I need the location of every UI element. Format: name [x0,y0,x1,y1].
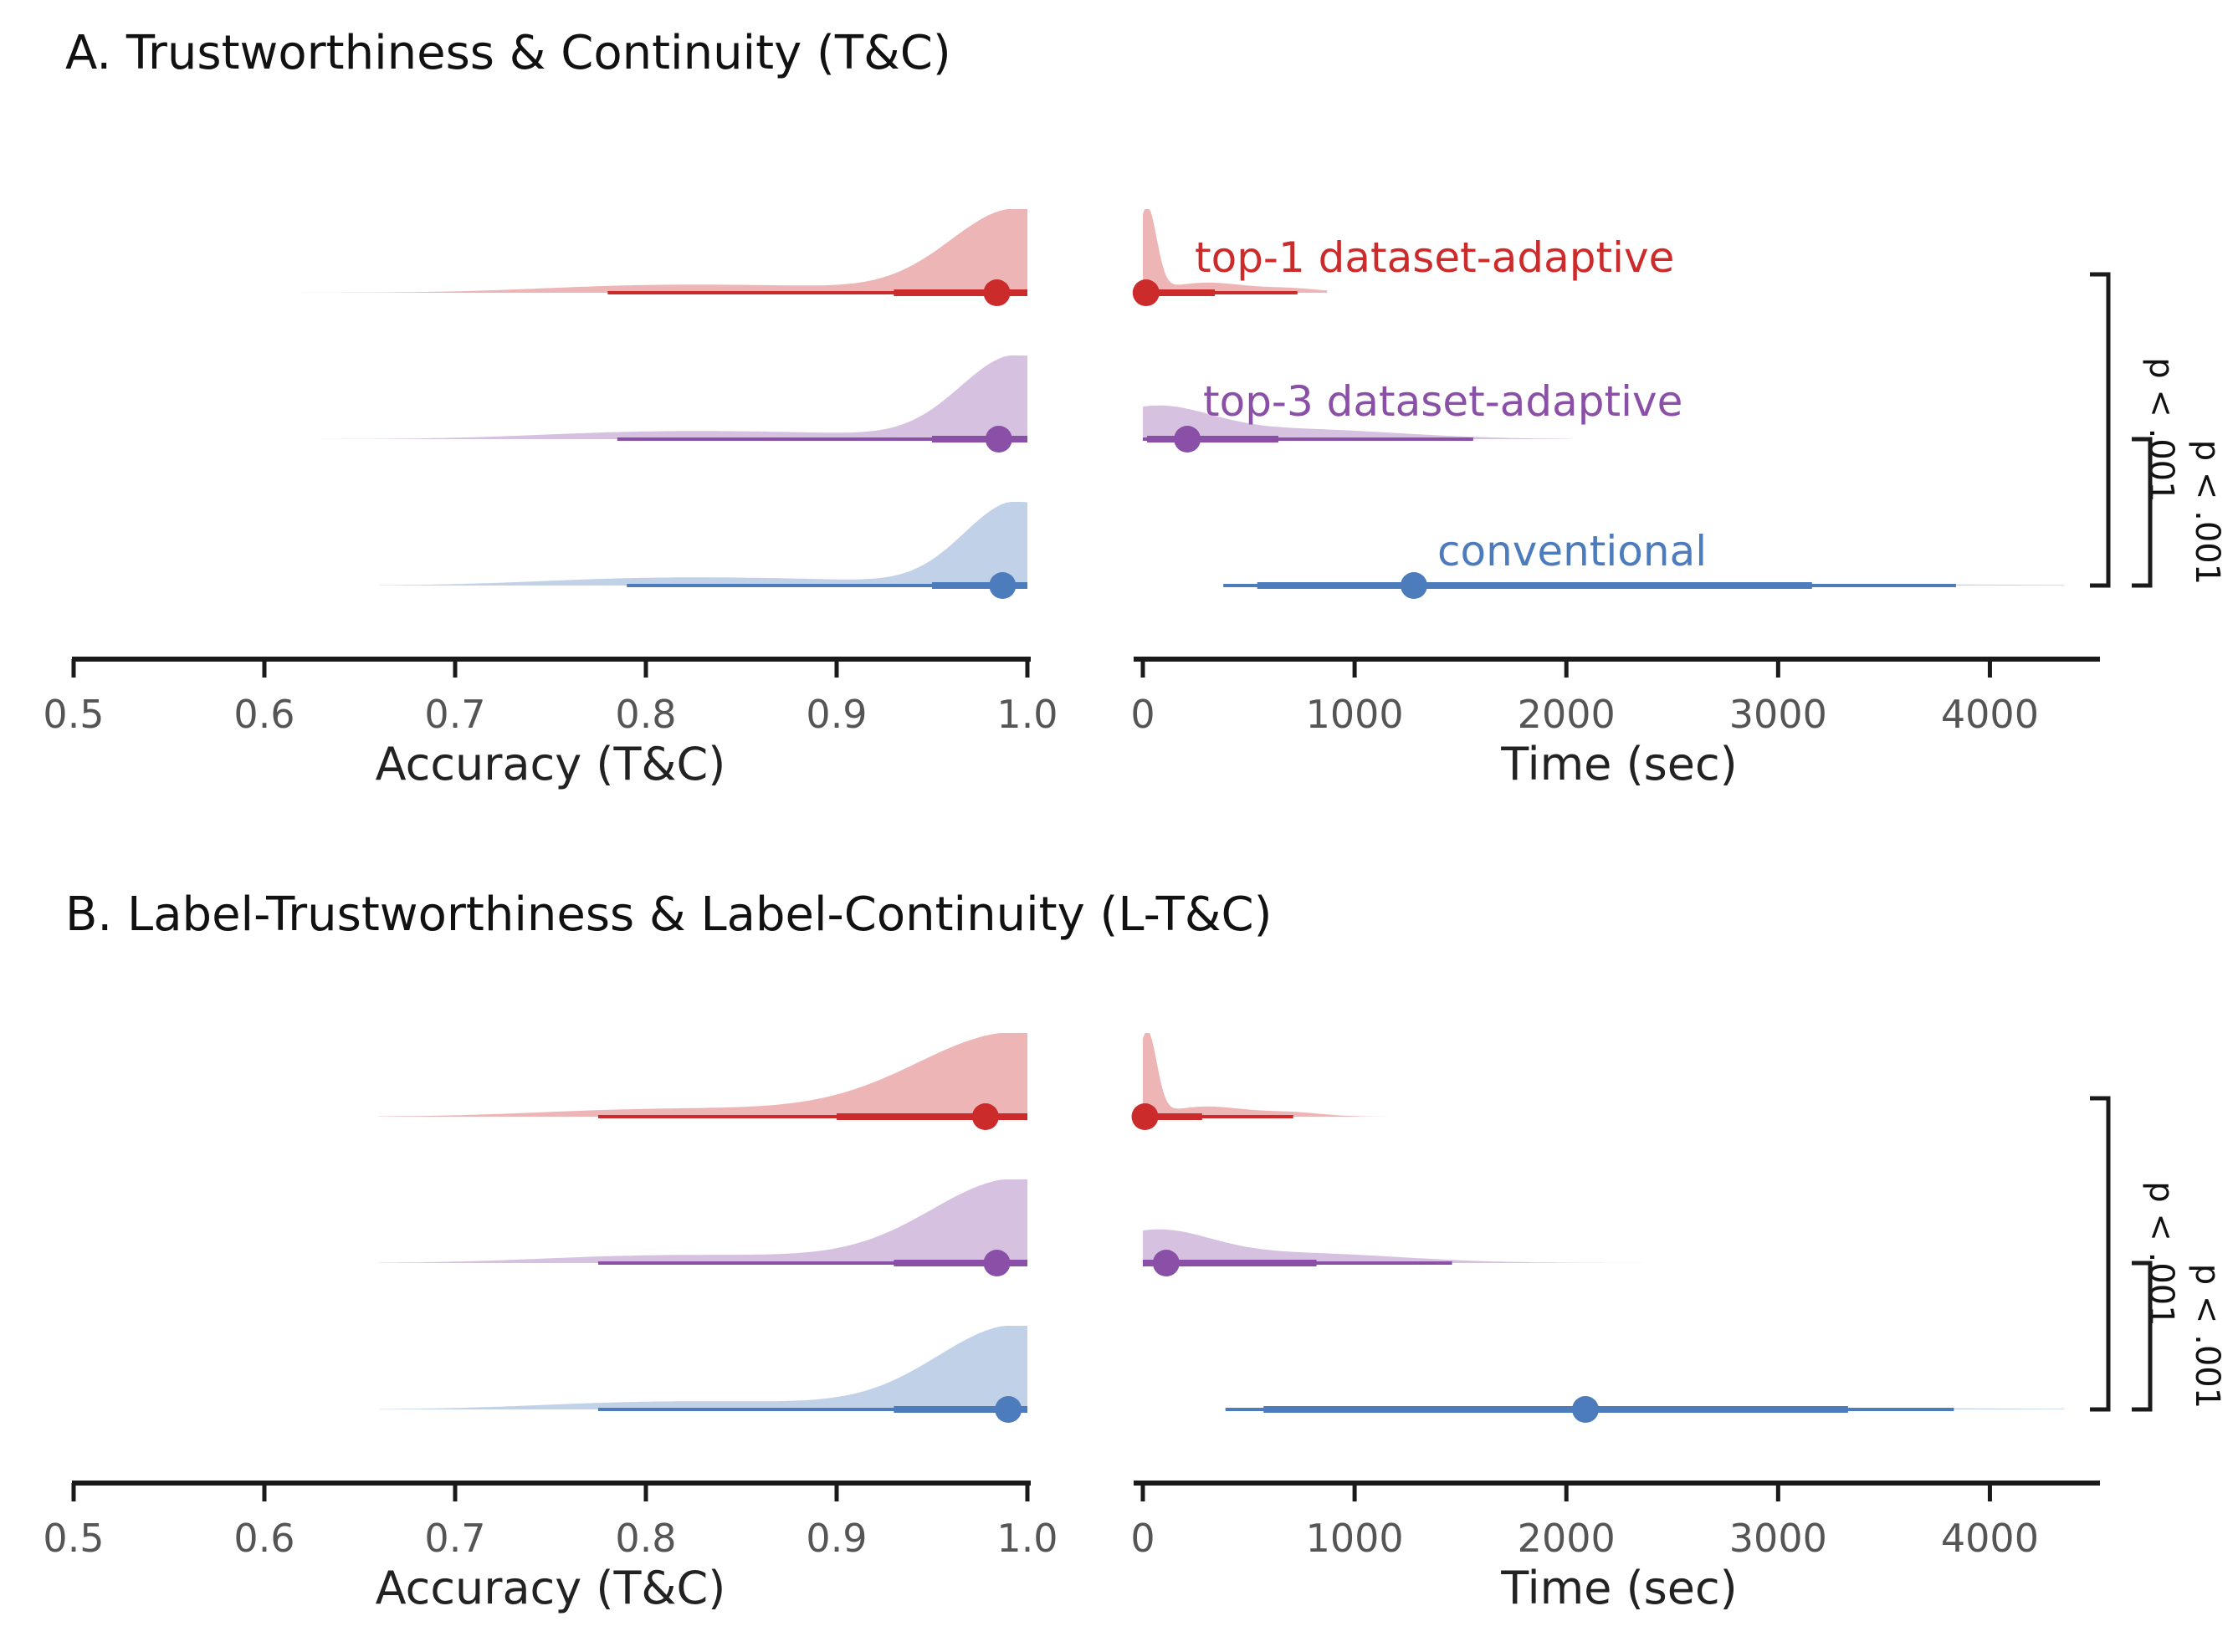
density-top3 [321,355,1027,439]
x-tick-label: 3000 [1729,1516,1827,1561]
p-value-label: p < .001 [2188,1264,2226,1409]
panel-title: B. Label-Trustworthiness & Label-Continu… [65,887,1273,942]
median-point [985,426,1012,453]
comparison-bracket [2090,272,2111,588]
density-top3 [1143,1229,1662,1263]
series-top1: top-1 dataset-adaptive [1132,209,1674,306]
median-point [1152,1250,1180,1276]
subplot-accuracy: 0.5 0.6 0.7 0.8 0.9 1.0 Accuracy (T&C) [43,209,1058,790]
median-point [1572,1396,1600,1423]
median-point [971,1103,999,1130]
series-label: top-1 dataset-adaptive [1195,233,1674,282]
x-tick-label: 2000 [1518,1516,1616,1561]
series-top3: top-3 dataset-adaptive [1143,377,1682,453]
series-top3 [321,355,1027,453]
comparison-bracket [2090,1096,2111,1412]
median-point [989,572,1017,599]
panel-title: A. Trustworthiness & Continuity (T&C) [65,26,951,80]
median-point [983,279,1011,306]
panel-a: A. Trustworthiness & Continuity (T&C) 0.… [43,26,2226,790]
density-top3 [1143,405,1571,439]
x-tick-label: 1000 [1306,692,1404,737]
comparison-bracket [2132,1261,2153,1412]
x-tick-label: 0.7 [424,1516,485,1561]
x-tick-label: 0.7 [424,692,485,737]
x-tick-label: 2000 [1518,692,1616,737]
density-conventional [378,502,1027,586]
x-axis-label: Time (sec) [1500,1562,1738,1614]
x-tick-label: 4000 [1941,692,2039,737]
x-tick-label: 0.6 [233,1516,294,1561]
x-tick-label: 0.8 [615,1516,676,1561]
median-point [1132,279,1160,306]
median-point [1400,572,1427,599]
series-conventional [1225,1396,2065,1423]
p-value-label: p < .001 [2188,440,2226,585]
median-point [1131,1103,1159,1130]
median-point [983,1250,1011,1276]
subplot-time: 0 1000 2000 3000 4000 Time (sec) top-1 dataset… [1130,209,2100,790]
density-top1 [1143,209,1328,293]
series-conventional [378,502,1027,599]
series-top3 [1143,1229,1662,1276]
density-top1 [378,1033,1027,1117]
panel-b: B. Label-Trustworthiness & Label-Continu… [43,887,2226,1614]
x-tick-label: 1.0 [996,692,1058,737]
x-tick-label: 1.0 [996,1516,1058,1561]
density-conventional [378,1326,1027,1409]
density-top1 [1143,1033,1414,1117]
median-point [1174,426,1201,453]
series-label: top-3 dataset-adaptive [1203,377,1682,426]
series-conventional [378,1326,1027,1423]
series-top1 [226,209,1027,306]
series-top1 [378,1033,1027,1130]
series-top3 [378,1179,1027,1276]
x-tick-label: 1000 [1306,1516,1404,1561]
series-label: conventional [1437,527,1707,575]
x-tick-label: 0.5 [43,1516,104,1561]
density-top3 [378,1179,1027,1263]
x-tick-label: 0.5 [43,692,104,737]
comparison-bracket [2132,437,2153,588]
subplot-accuracy: 0.5 0.6 0.7 0.8 0.9 1.0 Accuracy (T&C) [43,1033,1058,1614]
x-axis-label: Accuracy (T&C) [376,1562,726,1614]
x-tick-label: 0 [1130,692,1155,737]
x-tick-label: 0.6 [233,692,294,737]
x-tick-label: 0.8 [615,692,676,737]
x-tick-label: 0.9 [806,692,867,737]
series-top1 [1131,1033,1414,1130]
x-tick-label: 3000 [1729,692,1827,737]
p-value-label: p < .001 [2142,357,2180,502]
x-tick-label: 4000 [1941,1516,2039,1561]
x-tick-label: 0.9 [806,1516,867,1561]
x-axis-label: Time (sec) [1500,738,1738,790]
density-top1 [226,209,1027,293]
series-conventional: conventional [1223,527,2065,599]
x-axis-label: Accuracy (T&C) [376,738,726,790]
subplot-time: 0 1000 2000 3000 4000 Time (sec) [1130,1033,2100,1614]
median-point [995,1396,1022,1423]
x-tick-label: 0 [1130,1516,1155,1561]
p-value-label: p < .001 [2142,1181,2180,1326]
